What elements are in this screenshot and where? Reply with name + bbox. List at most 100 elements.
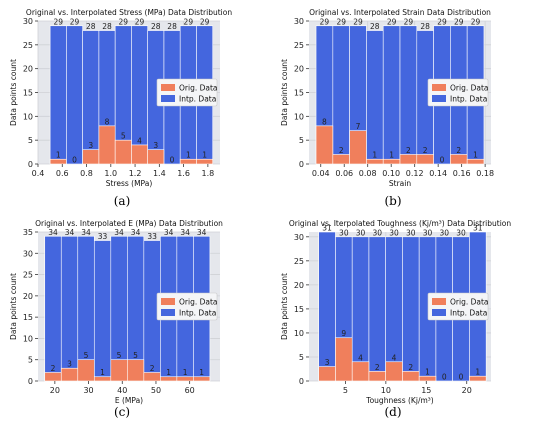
bar-intp [93, 240, 112, 382]
tick-label-x: 0.18 [476, 169, 494, 178]
y-axis-label-d: Data points count [280, 273, 289, 340]
data-label-orig: 1 [425, 368, 430, 377]
data-label-orig: 1 [100, 368, 105, 377]
bar-orig [131, 144, 148, 165]
bar-orig [82, 149, 100, 165]
tick-label-y: 5 [299, 353, 304, 362]
data-label-orig: 3 [88, 141, 93, 150]
data-label-intp: 28 [102, 22, 112, 31]
data-label-orig: 5 [84, 351, 89, 360]
data-label-orig: 5 [121, 132, 126, 141]
bar-orig [385, 361, 403, 382]
data-label-intp: 30 [356, 228, 366, 237]
data-label-intp: 34 [180, 228, 190, 237]
tick-label-x: 0.4 [32, 169, 45, 178]
x-axis-label-d: Toughness (Kj/m³) [365, 396, 433, 405]
data-label-intp: 29 [184, 17, 194, 26]
bar-orig [315, 125, 334, 165]
data-label-intp: 34 [131, 228, 141, 237]
bar-orig [44, 372, 62, 382]
data-label-intp: 28 [370, 22, 380, 31]
caption-a: (a) [113, 194, 131, 208]
tick-label-x: 0.16 [453, 169, 471, 178]
data-label-orig: 0 [440, 156, 445, 165]
legend-label: Intp. Data [179, 309, 216, 318]
tick-label-y: 5 [299, 136, 304, 145]
data-label-intp: 29 [437, 17, 447, 26]
legend-swatch [432, 95, 446, 102]
bar-orig [368, 371, 386, 382]
data-label-orig: 1 [199, 368, 204, 377]
data-label-orig: 4 [137, 136, 142, 145]
tick-label-x: 1.2 [129, 169, 142, 178]
bar-intp [49, 25, 67, 165]
legend-label: Orig. Data [179, 298, 218, 307]
tick-label-x: 0.06 [335, 169, 353, 178]
tick-label-y: 10 [294, 329, 304, 338]
tick-label-y: 30 [23, 249, 33, 258]
tick-label-y: 30 [294, 233, 304, 242]
tick-label-x: 20 [462, 386, 472, 395]
legend-swatch [432, 298, 446, 305]
data-label-intp: 29 [135, 17, 145, 26]
bar-intp [332, 25, 350, 165]
tick-label-x: 0.8 [80, 169, 93, 178]
tick-label-x: 30 [83, 386, 93, 395]
data-label-orig: 5 [133, 351, 138, 360]
data-label-intp: 30 [456, 228, 466, 237]
chart-title-d: Original vs. Iterpolated Toughness (Kj/m… [289, 219, 512, 228]
tick-label-y: 25 [23, 271, 33, 280]
data-label-intp: 30 [406, 228, 416, 237]
tick-label-y: 5 [28, 356, 33, 365]
x-axis-label-b: Strain [389, 179, 411, 188]
legend-swatch [161, 298, 175, 305]
bar-intp [66, 25, 83, 165]
bar-orig [366, 158, 384, 165]
data-label-orig: 2 [375, 363, 380, 372]
chart-title-c: Original vs. Interpolated E (MPa) Data D… [35, 219, 223, 228]
data-label-orig: 0 [170, 156, 175, 165]
tick-label-y: 25 [294, 257, 304, 266]
data-label-orig: 2 [150, 364, 155, 373]
data-label-intp: 29 [336, 17, 346, 26]
data-label-orig: 1 [475, 368, 480, 377]
tick-label-x: 0.08 [359, 169, 377, 178]
data-label-intp: 34 [65, 228, 75, 237]
legend-swatch [161, 84, 175, 91]
data-label-intp: 29 [53, 17, 63, 26]
data-label-orig: 3 [325, 358, 330, 367]
tick-label-y: 15 [23, 89, 33, 98]
tick-label-y: 15 [23, 313, 33, 322]
tick-label-y: 5 [28, 136, 33, 145]
data-label-intp: 31 [473, 224, 483, 233]
data-label-orig: 2 [51, 364, 56, 373]
data-label-intp: 30 [389, 228, 399, 237]
chart-a: 2912902832882952942832802912910510152025… [9, 8, 232, 188]
tick-label-x: 0.04 [312, 169, 330, 178]
tick-label-x: 20 [50, 386, 60, 395]
tick-label-y: 10 [294, 112, 304, 121]
bar-orig [114, 139, 132, 165]
tick-label-x: 0.14 [429, 169, 447, 178]
bar-intp [368, 236, 386, 382]
data-label-orig: 1 [183, 368, 188, 377]
tick-label-y: 25 [294, 41, 304, 50]
bar-orig [179, 158, 197, 165]
tick-label-y: 0 [299, 160, 304, 169]
data-label-orig: 5 [117, 351, 122, 360]
data-label-intp: 29 [471, 17, 481, 26]
legend-label: Orig. Data [450, 298, 489, 307]
data-label-intp: 33 [147, 232, 157, 241]
data-label-intp: 29 [200, 17, 210, 26]
data-label-intp: 31 [322, 224, 332, 233]
tick-label-y: 15 [294, 305, 304, 314]
data-label-orig: 2 [423, 146, 428, 155]
data-label-intp: 29 [320, 17, 330, 26]
bar-orig [416, 154, 434, 165]
tick-label-x: 10 [381, 386, 391, 395]
bar-orig [98, 125, 116, 165]
tick-label-y: 30 [23, 17, 33, 26]
y-axis-label-c: Data points count [9, 273, 18, 340]
tick-label-y: 10 [23, 112, 33, 121]
